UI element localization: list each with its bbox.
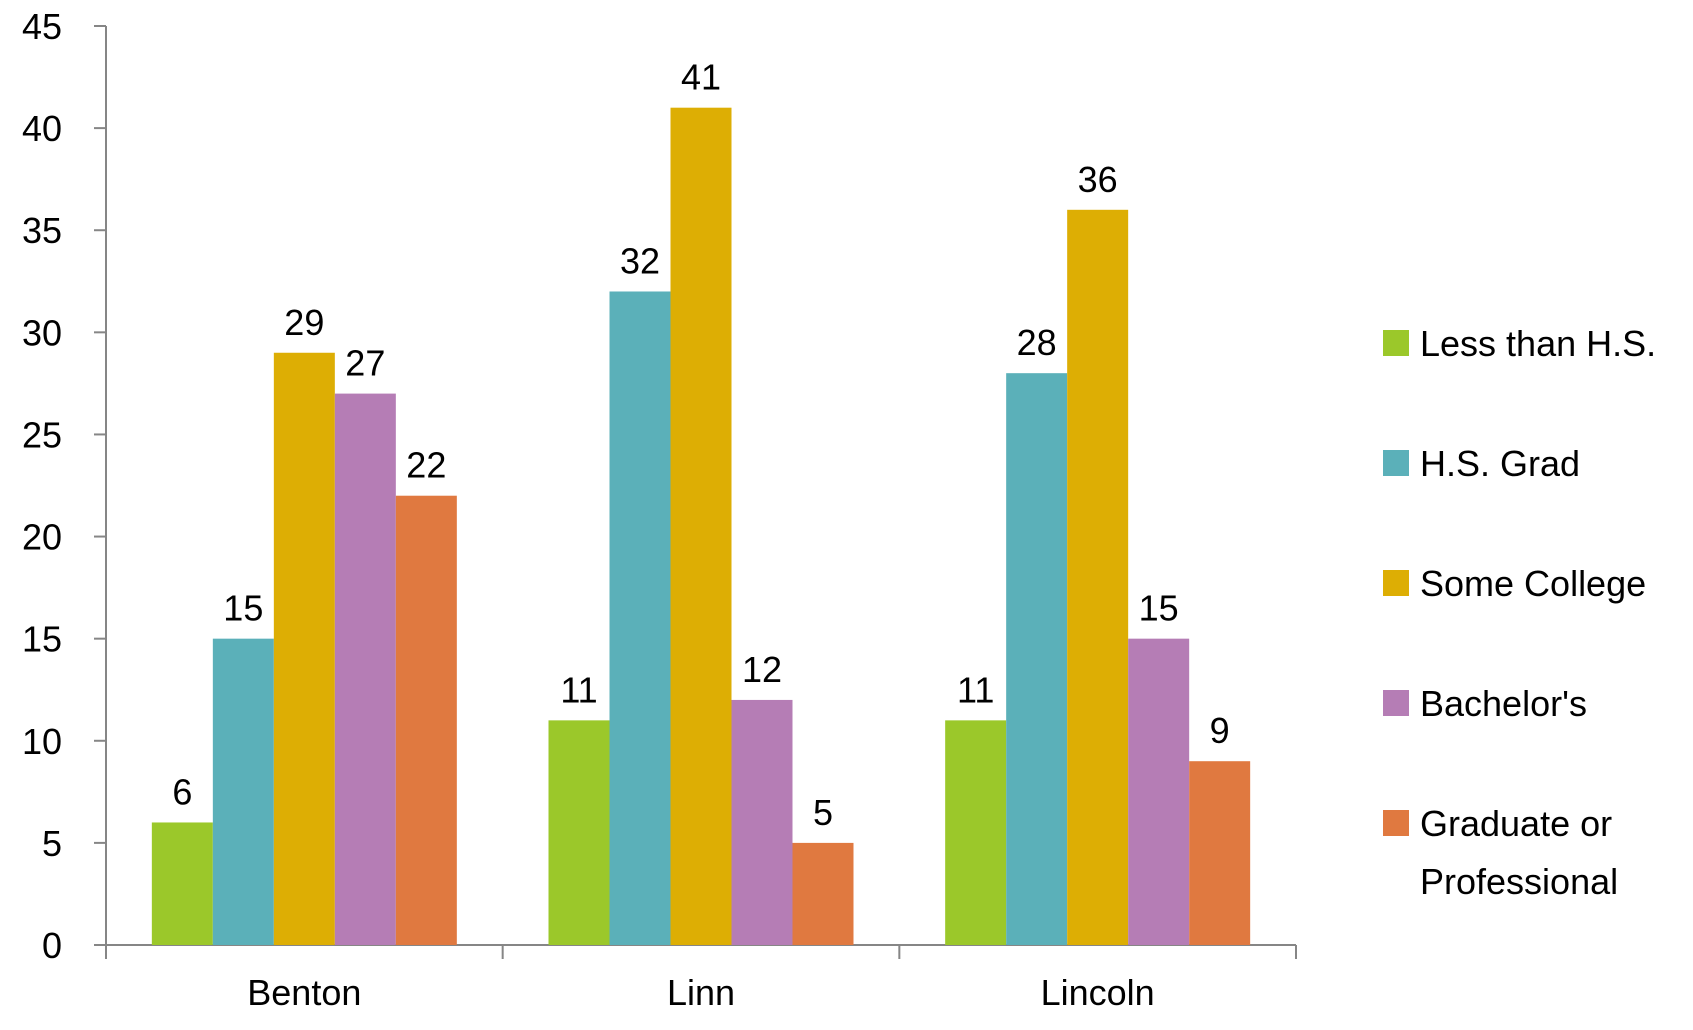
bar-linn-h-s-grad [609, 291, 671, 945]
data-label-lincoln-h-s-grad: 28 [1017, 322, 1057, 363]
bar-benton-less-than-h-s [151, 822, 213, 945]
data-label-lincoln-graduate-or-professional: 9 [1210, 710, 1230, 751]
data-label-linn-some-college: 41 [681, 57, 721, 98]
bar-benton-h-s-grad [212, 638, 274, 945]
bar-benton-graduate-or-professional [395, 495, 457, 945]
data-labels: 6 15 29 27 22 11 32 41 12 5 11 28 36 15 9 [172, 57, 1229, 833]
data-label-linn-h-s-grad: 32 [620, 240, 660, 281]
data-label-benton-h-s-grad: 15 [223, 588, 263, 629]
data-label-lincoln-bachelor-s: 15 [1139, 588, 1179, 629]
bar-linn-graduate-or-professional [792, 842, 854, 945]
y-tick-label: 0 [42, 925, 62, 966]
legend-swatch-less-than-h-s [1383, 330, 1409, 356]
data-label-benton-graduate-or-professional: 22 [406, 445, 446, 486]
legend-label-some-college: Some College [1420, 563, 1646, 604]
y-tick-label: 20 [22, 517, 62, 558]
legend-label-line: H.S. Grad [1420, 443, 1580, 484]
y-tick-label: 35 [22, 210, 62, 251]
bar-linn-less-than-h-s [548, 720, 610, 945]
data-label-linn-less-than-h-s: 11 [560, 669, 597, 710]
y-tick-label: 5 [42, 823, 62, 864]
bar-lincoln-some-college [1067, 209, 1129, 946]
y-tick-label: 25 [22, 414, 62, 455]
data-label-benton-bachelor-s: 27 [345, 343, 385, 384]
bar-benton-bachelor-s [334, 393, 396, 946]
y-tick-label: 40 [22, 108, 62, 149]
y-tick-label: 45 [22, 6, 62, 47]
bar-linn-some-college [670, 107, 732, 945]
bar-benton-some-college [273, 352, 335, 945]
x-tick-label-linn: Linn [667, 972, 735, 1013]
bar-lincoln-bachelor-s [1128, 638, 1190, 945]
y-tick-label: 10 [22, 721, 62, 762]
legend-label-line: Some College [1420, 563, 1646, 604]
y-tick-label: 30 [22, 312, 62, 353]
x-tick-label-lincoln: Lincoln [1041, 972, 1155, 1013]
legend-swatch-bachelor-s [1383, 690, 1409, 716]
data-label-benton-less-than-h-s: 6 [172, 771, 192, 812]
legend-swatch-h-s-grad [1383, 450, 1409, 476]
legend-swatch-graduate-or-professional [1383, 810, 1409, 836]
legend-label-line: Less than H.S. [1420, 323, 1656, 364]
bar-lincoln-h-s-grad [1006, 373, 1068, 946]
legend-swatch-some-college [1383, 570, 1409, 596]
legend-label-line: Bachelor's [1420, 683, 1587, 724]
legend-label-line: Graduate or [1420, 803, 1612, 844]
bar-lincoln-less-than-h-s [945, 720, 1007, 945]
data-label-lincoln-less-than-h-s: 11 [957, 669, 994, 710]
legend-label-less-than-h-s: Less than H.S. [1420, 323, 1656, 364]
legend-label-h-s-grad: H.S. Grad [1420, 443, 1580, 484]
legend: Less than H.S. H.S. Grad Some College Bache… [1383, 323, 1656, 902]
y-tick-label: 15 [22, 619, 62, 660]
x-tick-label-benton: Benton [247, 972, 361, 1013]
legend-label-line: Professional [1420, 861, 1618, 902]
bar-lincoln-graduate-or-professional [1189, 761, 1251, 945]
data-label-linn-graduate-or-professional: 5 [813, 792, 833, 833]
bars [151, 107, 1251, 946]
legend-label-bachelor-s: Bachelor's [1420, 683, 1587, 724]
data-label-lincoln-some-college: 36 [1078, 159, 1118, 200]
legend-label-graduate-or-professional: Graduate or Professional [1420, 803, 1618, 902]
data-label-benton-some-college: 29 [284, 302, 324, 343]
data-label-linn-bachelor-s: 12 [742, 649, 782, 690]
bar-linn-bachelor-s [731, 699, 793, 945]
